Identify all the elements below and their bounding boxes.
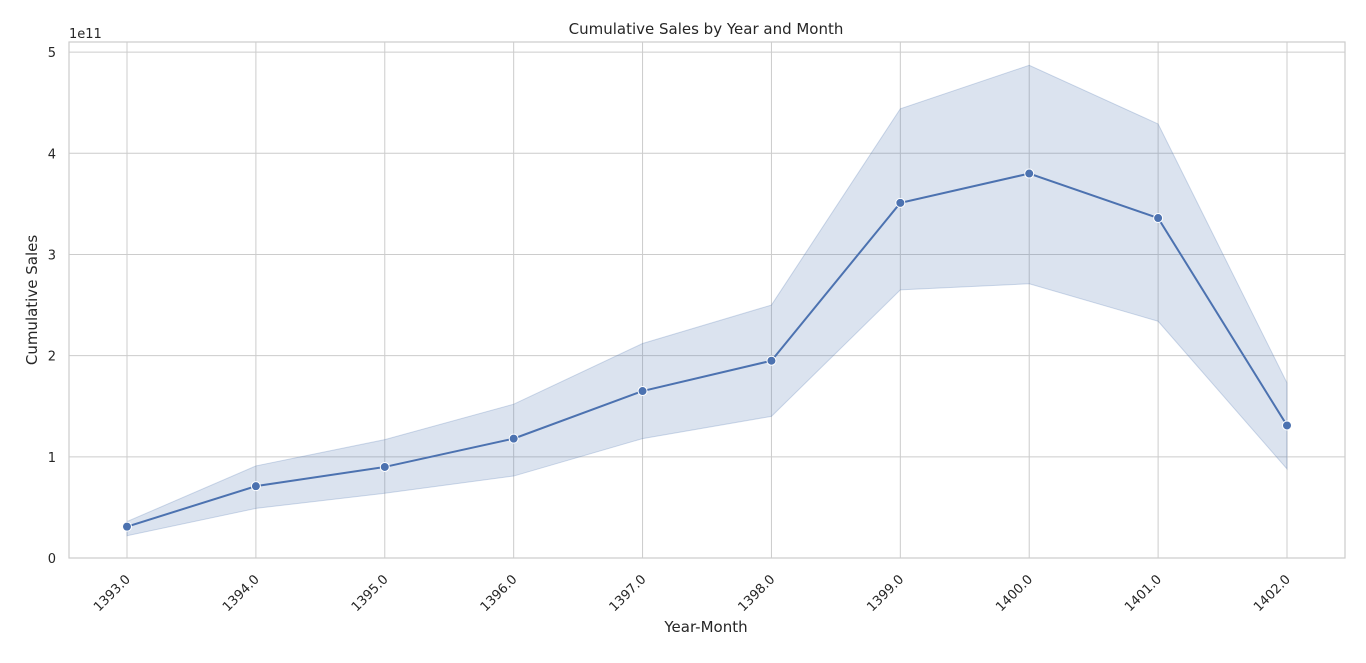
y-tick-label: 0 xyxy=(48,552,56,567)
data-points xyxy=(122,168,1292,532)
confidence-band xyxy=(126,64,1288,537)
x-tick-label: 1395.0 xyxy=(349,572,392,615)
data-point xyxy=(508,433,519,444)
x-tick-label: 1396.0 xyxy=(478,572,521,615)
y-tick-label: 1 xyxy=(48,451,56,466)
series-line xyxy=(126,172,1288,528)
x-axis-ticks: 1393.0 1394.0 1395.0 1396.0 1397.0 1398.0 1399… xyxy=(91,572,1294,615)
x-axis-label: Year-Month xyxy=(663,618,747,636)
y-axis-ticks: 0 1 2 3 4 5 xyxy=(48,46,56,567)
data-point xyxy=(637,386,648,397)
data-point xyxy=(1282,420,1292,431)
y-axis-label: Cumulative Sales xyxy=(23,235,41,365)
x-tick-label: 1394.0 xyxy=(220,572,263,615)
grid-lines xyxy=(69,42,1345,559)
data-point xyxy=(1153,213,1164,224)
x-tick-label: 1402.0 xyxy=(1251,572,1294,615)
data-point xyxy=(379,461,390,472)
x-tick-label: 1397.0 xyxy=(607,572,650,615)
x-tick-label: 1401.0 xyxy=(1122,572,1165,615)
data-point xyxy=(895,197,906,208)
data-point xyxy=(250,481,261,492)
y-tick-label: 5 xyxy=(48,46,56,61)
y-tick-label: 4 xyxy=(48,147,56,162)
y-tick-label: 3 xyxy=(48,248,56,263)
series-polyline xyxy=(126,172,1288,528)
chart-title: Cumulative Sales by Year and Month xyxy=(569,20,844,38)
x-tick-label: 1399.0 xyxy=(864,572,907,615)
y-tick-label: 2 xyxy=(48,350,56,365)
plot-frame xyxy=(68,41,1346,559)
x-tick-label: 1400.0 xyxy=(993,572,1036,615)
data-point xyxy=(122,521,132,532)
confidence-band-area xyxy=(126,64,1288,537)
x-tick-label: 1398.0 xyxy=(735,572,778,615)
y-offset-label: 1e11 xyxy=(69,27,102,42)
x-tick-label: 1393.0 xyxy=(91,572,134,615)
data-point xyxy=(1024,168,1035,179)
data-point xyxy=(766,355,777,366)
